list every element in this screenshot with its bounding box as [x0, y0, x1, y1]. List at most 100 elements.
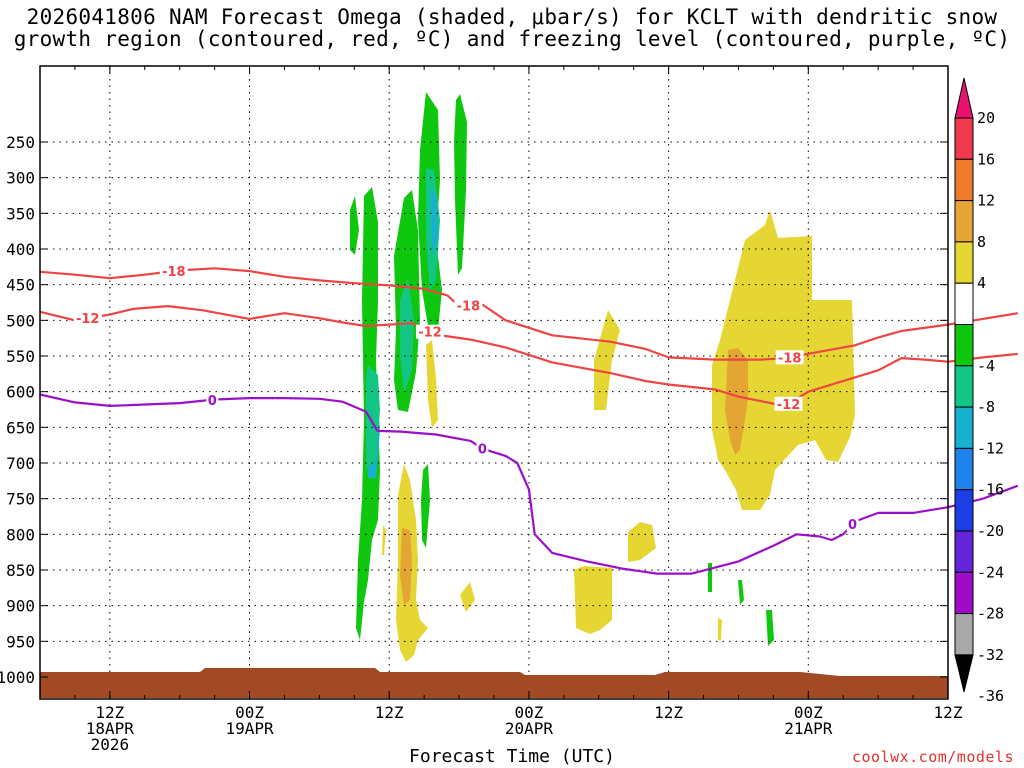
contour-label-bg: [846, 517, 859, 532]
colorbar-top-arrow: [954, 77, 974, 119]
contour-label: -18: [778, 351, 802, 366]
contour-line: [39, 305, 1018, 407]
contour-label: -12: [777, 398, 801, 413]
omega-region: [396, 464, 428, 662]
omega-region: [382, 525, 386, 555]
colorbar-label: -28: [977, 605, 1004, 623]
contour-label-bg: [73, 311, 102, 326]
contour-label: 0: [208, 394, 217, 409]
omega-region: [400, 278, 414, 394]
omega-region: [350, 196, 359, 255]
colorbar: 20 16 12 8 4 -4 -8 -12 -16 -20 -24 -28 -32 -36: [954, 77, 1004, 705]
contour-lines: -18 -18 -18 -12 -12 -12 0 0 0: [39, 264, 1019, 575]
y-tick-label: 900: [6, 597, 35, 616]
colorbar-label: 12: [977, 192, 995, 210]
x-axis-label: Forecast Time (UTC): [409, 746, 615, 767]
contour-label-bg: [476, 441, 489, 456]
contour-label: -18: [162, 265, 186, 280]
omega-region: [594, 310, 620, 410]
colorbar-swatch: [954, 200, 974, 243]
colorbar-label: 20: [977, 109, 995, 127]
credit-link[interactable]: coolwx.com/models: [851, 748, 1014, 766]
colorbar-swatch: [954, 447, 974, 491]
y-tick-label: 550: [6, 347, 35, 366]
y-tick-label: 350: [6, 204, 35, 223]
y-tick-label: 800: [6, 525, 35, 544]
x-tick-label: 12Z: [95, 703, 124, 722]
x-tick-label: 21APR: [784, 719, 833, 738]
contour-label-bg: [454, 298, 483, 313]
colorbar-swatch: [954, 365, 974, 408]
contour-label: -12: [76, 312, 100, 327]
x-tick-label: 00Z: [235, 703, 264, 722]
contour-label: -18: [457, 299, 481, 314]
chart-title: 2026041806 NAM Forecast Omega (shaded, μ…: [0, 6, 1024, 50]
omega-region: [738, 580, 744, 605]
colorbar-swatch: [954, 571, 974, 615]
omega-region: [400, 528, 412, 605]
omega-shading: [350, 92, 855, 662]
contour-label-bg: [775, 350, 804, 365]
contour-label: 0: [478, 443, 487, 458]
colorbar-swatch: [954, 282, 974, 326]
omega-region: [725, 348, 748, 455]
contour-label: 0: [848, 518, 857, 533]
x-tick-label: 19APR: [225, 719, 274, 738]
colorbar-label: 4: [977, 274, 986, 292]
colorbar-swatch: [954, 406, 974, 449]
omega-region: [628, 522, 656, 562]
colorbar-label: -4: [977, 357, 995, 375]
contour-label-bg: [415, 324, 444, 339]
y-tick-label: 750: [6, 490, 35, 509]
omega-region: [718, 618, 722, 640]
x-tick-label: 18APR: [86, 719, 135, 738]
contour-label-bg: [774, 396, 803, 411]
colorbar-label: -32: [977, 646, 1004, 664]
x-tick-label: 12Z: [375, 703, 404, 722]
colorbar-label: -8: [977, 398, 995, 416]
x-tick-label: 2026: [91, 735, 130, 754]
x-tick-label: 20APR: [505, 719, 554, 738]
colorbar-label: -24: [977, 563, 1004, 581]
colorbar-bottom-arrow: [954, 654, 974, 693]
colorbar-swatch: [954, 117, 974, 160]
y-tick-label: 600: [6, 383, 35, 402]
y-tick-label: 950: [6, 632, 35, 651]
omega-region: [430, 188, 438, 255]
axes: 250 300 350 400 450 500 550 600 650 700 750 800 850 9…: [0, 65, 963, 754]
colorbar-label: -16: [977, 481, 1004, 499]
title-line-2: growth region (contoured, red, ºC) and f…: [13, 27, 1011, 51]
colorbar-label: -20: [977, 522, 1004, 540]
colorbar-label: 16: [977, 150, 995, 168]
contour-label-bg: [206, 392, 219, 407]
colorbar-swatch: [954, 489, 974, 532]
y-tick-label: 650: [6, 418, 35, 437]
contour-label: -12: [418, 326, 442, 341]
omega-region: [421, 464, 430, 548]
y-tick-label: 850: [6, 561, 35, 580]
y-tick-label: 1000: [0, 668, 35, 687]
omega-region: [454, 94, 467, 275]
colorbar-label: -36: [977, 687, 1004, 705]
colorbar-label: 8: [977, 233, 986, 251]
y-tick-label: 250: [6, 133, 35, 152]
colorbar-label: -12: [977, 439, 1004, 457]
y-tick-label: 500: [6, 311, 35, 330]
y-tick-label: 400: [6, 240, 35, 259]
colorbar-swatch: [954, 530, 974, 573]
contour-label-bg: [159, 264, 188, 279]
ground-fill: [40, 668, 948, 698]
y-tick-label: 450: [6, 276, 35, 295]
x-tick-label: 12Z: [934, 703, 963, 722]
omega-region: [366, 365, 380, 470]
title-line-1: 2026041806 NAM Forecast Omega (shaded, μ…: [26, 5, 998, 29]
colorbar-swatch: [954, 158, 974, 202]
omega-region: [708, 563, 712, 592]
omega-region: [766, 610, 774, 646]
omega-region: [426, 340, 438, 428]
contour-line: [39, 267, 1018, 361]
y-tick-label: 300: [6, 169, 35, 188]
colorbar-swatch: [954, 324, 974, 367]
ground-surface: [40, 668, 948, 698]
